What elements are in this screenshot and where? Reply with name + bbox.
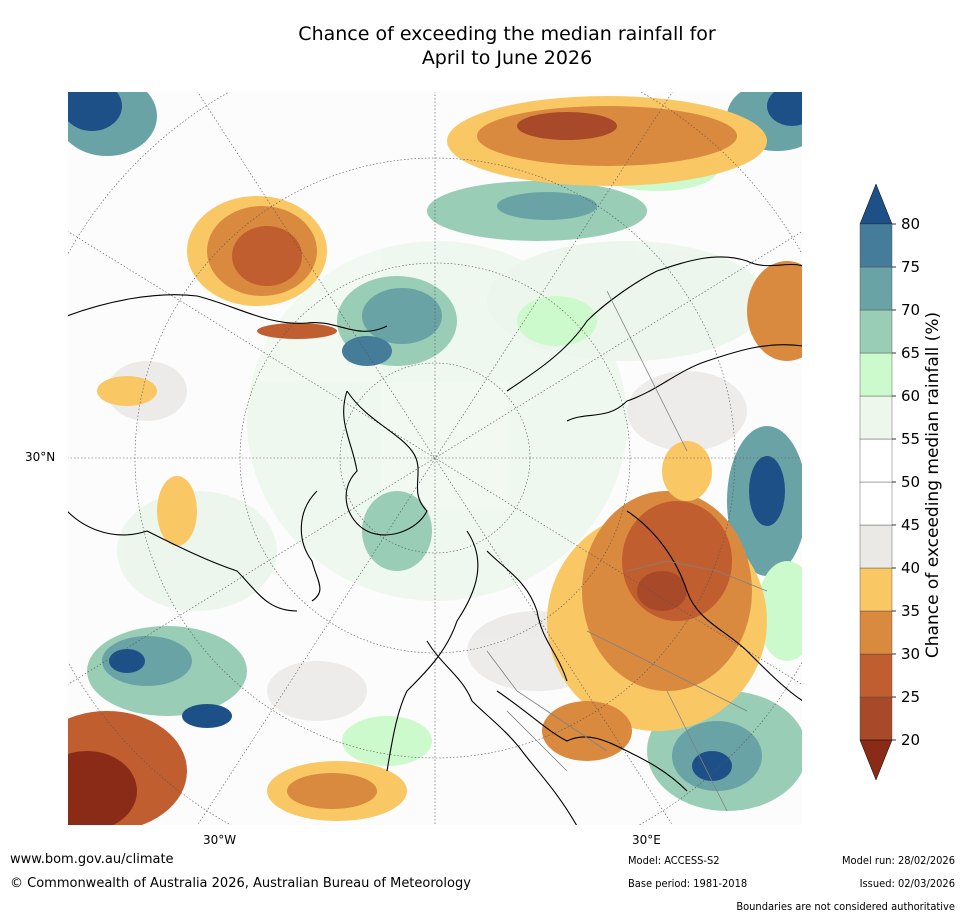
title-line-2: April to June 2026 bbox=[421, 47, 593, 69]
footer-disclaimer: Boundaries are not considered authoritat… bbox=[736, 900, 955, 913]
colorbar-tick-label: 70 bbox=[901, 301, 920, 319]
colorbar-over-arrow bbox=[859, 183, 893, 225]
colorbar-bin bbox=[859, 567, 893, 612]
colorbar-bin bbox=[859, 653, 893, 698]
graticule bbox=[67, 91, 803, 826]
colorbar-bin bbox=[859, 524, 893, 569]
colorbar-under-arrow bbox=[859, 739, 893, 781]
colorbar-tick-label: 40 bbox=[901, 559, 920, 577]
title-line-1: Chance of exceeding the median rainfall … bbox=[298, 23, 716, 45]
colorbar-label: Chance of exceeding median rainfall (%) bbox=[923, 311, 943, 659]
colorbar-bin bbox=[859, 438, 893, 483]
footer-model-run: Model run: 28/02/2026 bbox=[842, 854, 955, 867]
lon-label-30e: 30°E bbox=[632, 833, 661, 847]
colorbar-tick-label: 25 bbox=[901, 688, 920, 706]
colorbar-tick-label: 50 bbox=[901, 473, 920, 491]
colorbar-tick-label: 75 bbox=[901, 258, 920, 276]
colorbar-bin bbox=[859, 395, 893, 440]
colorbar-bin bbox=[859, 352, 893, 397]
colorbar-bins bbox=[859, 183, 893, 781]
colorbar-bin bbox=[859, 309, 893, 354]
rainfall-map bbox=[67, 91, 803, 826]
footer-url[interactable]: www.bom.gov.au/climate bbox=[10, 852, 174, 867]
colorbar-tick-label: 35 bbox=[901, 602, 920, 620]
lon-label-30w: 30°W bbox=[203, 833, 237, 847]
wet-anomalies bbox=[67, 91, 803, 811]
colorbar: 20 25 30 35 40 45 50 55 60 65 70 75 80 bbox=[859, 183, 920, 781]
coastlines bbox=[67, 256, 803, 826]
footer-model: Model: ACCESS-S2 bbox=[628, 854, 720, 867]
lat-label-30n: 30°N bbox=[25, 450, 56, 464]
dry-anomalies bbox=[67, 96, 803, 826]
colorbar-tick-label: 20 bbox=[901, 731, 920, 749]
footer-base-period: Base period: 1981-2018 bbox=[628, 877, 748, 890]
colorbar-bin bbox=[859, 610, 893, 655]
colorbar-tick-label: 55 bbox=[901, 430, 920, 448]
colorbar-tick-label: 45 bbox=[901, 516, 920, 534]
chart-title: Chance of exceeding the median rainfall … bbox=[0, 22, 965, 70]
colorbar-tick-label: 65 bbox=[901, 344, 920, 362]
colorbar-bin bbox=[859, 266, 893, 311]
colorbar-tick-label: 30 bbox=[901, 645, 920, 663]
colorbar-tick-label: 60 bbox=[901, 387, 920, 405]
footer-issued: Issued: 02/03/2026 bbox=[859, 877, 955, 890]
colorbar-bin bbox=[859, 223, 893, 268]
colorbar-tick-label: 80 bbox=[901, 215, 920, 233]
colorbar-ticks: 20 25 30 35 40 45 50 55 60 65 70 75 80 bbox=[892, 215, 920, 749]
colorbar-bin bbox=[859, 696, 893, 741]
borders bbox=[486, 290, 768, 812]
colorbar-bin bbox=[859, 481, 893, 526]
footer-copyright: © Commonwealth of Australia 2026, Austra… bbox=[10, 876, 471, 891]
